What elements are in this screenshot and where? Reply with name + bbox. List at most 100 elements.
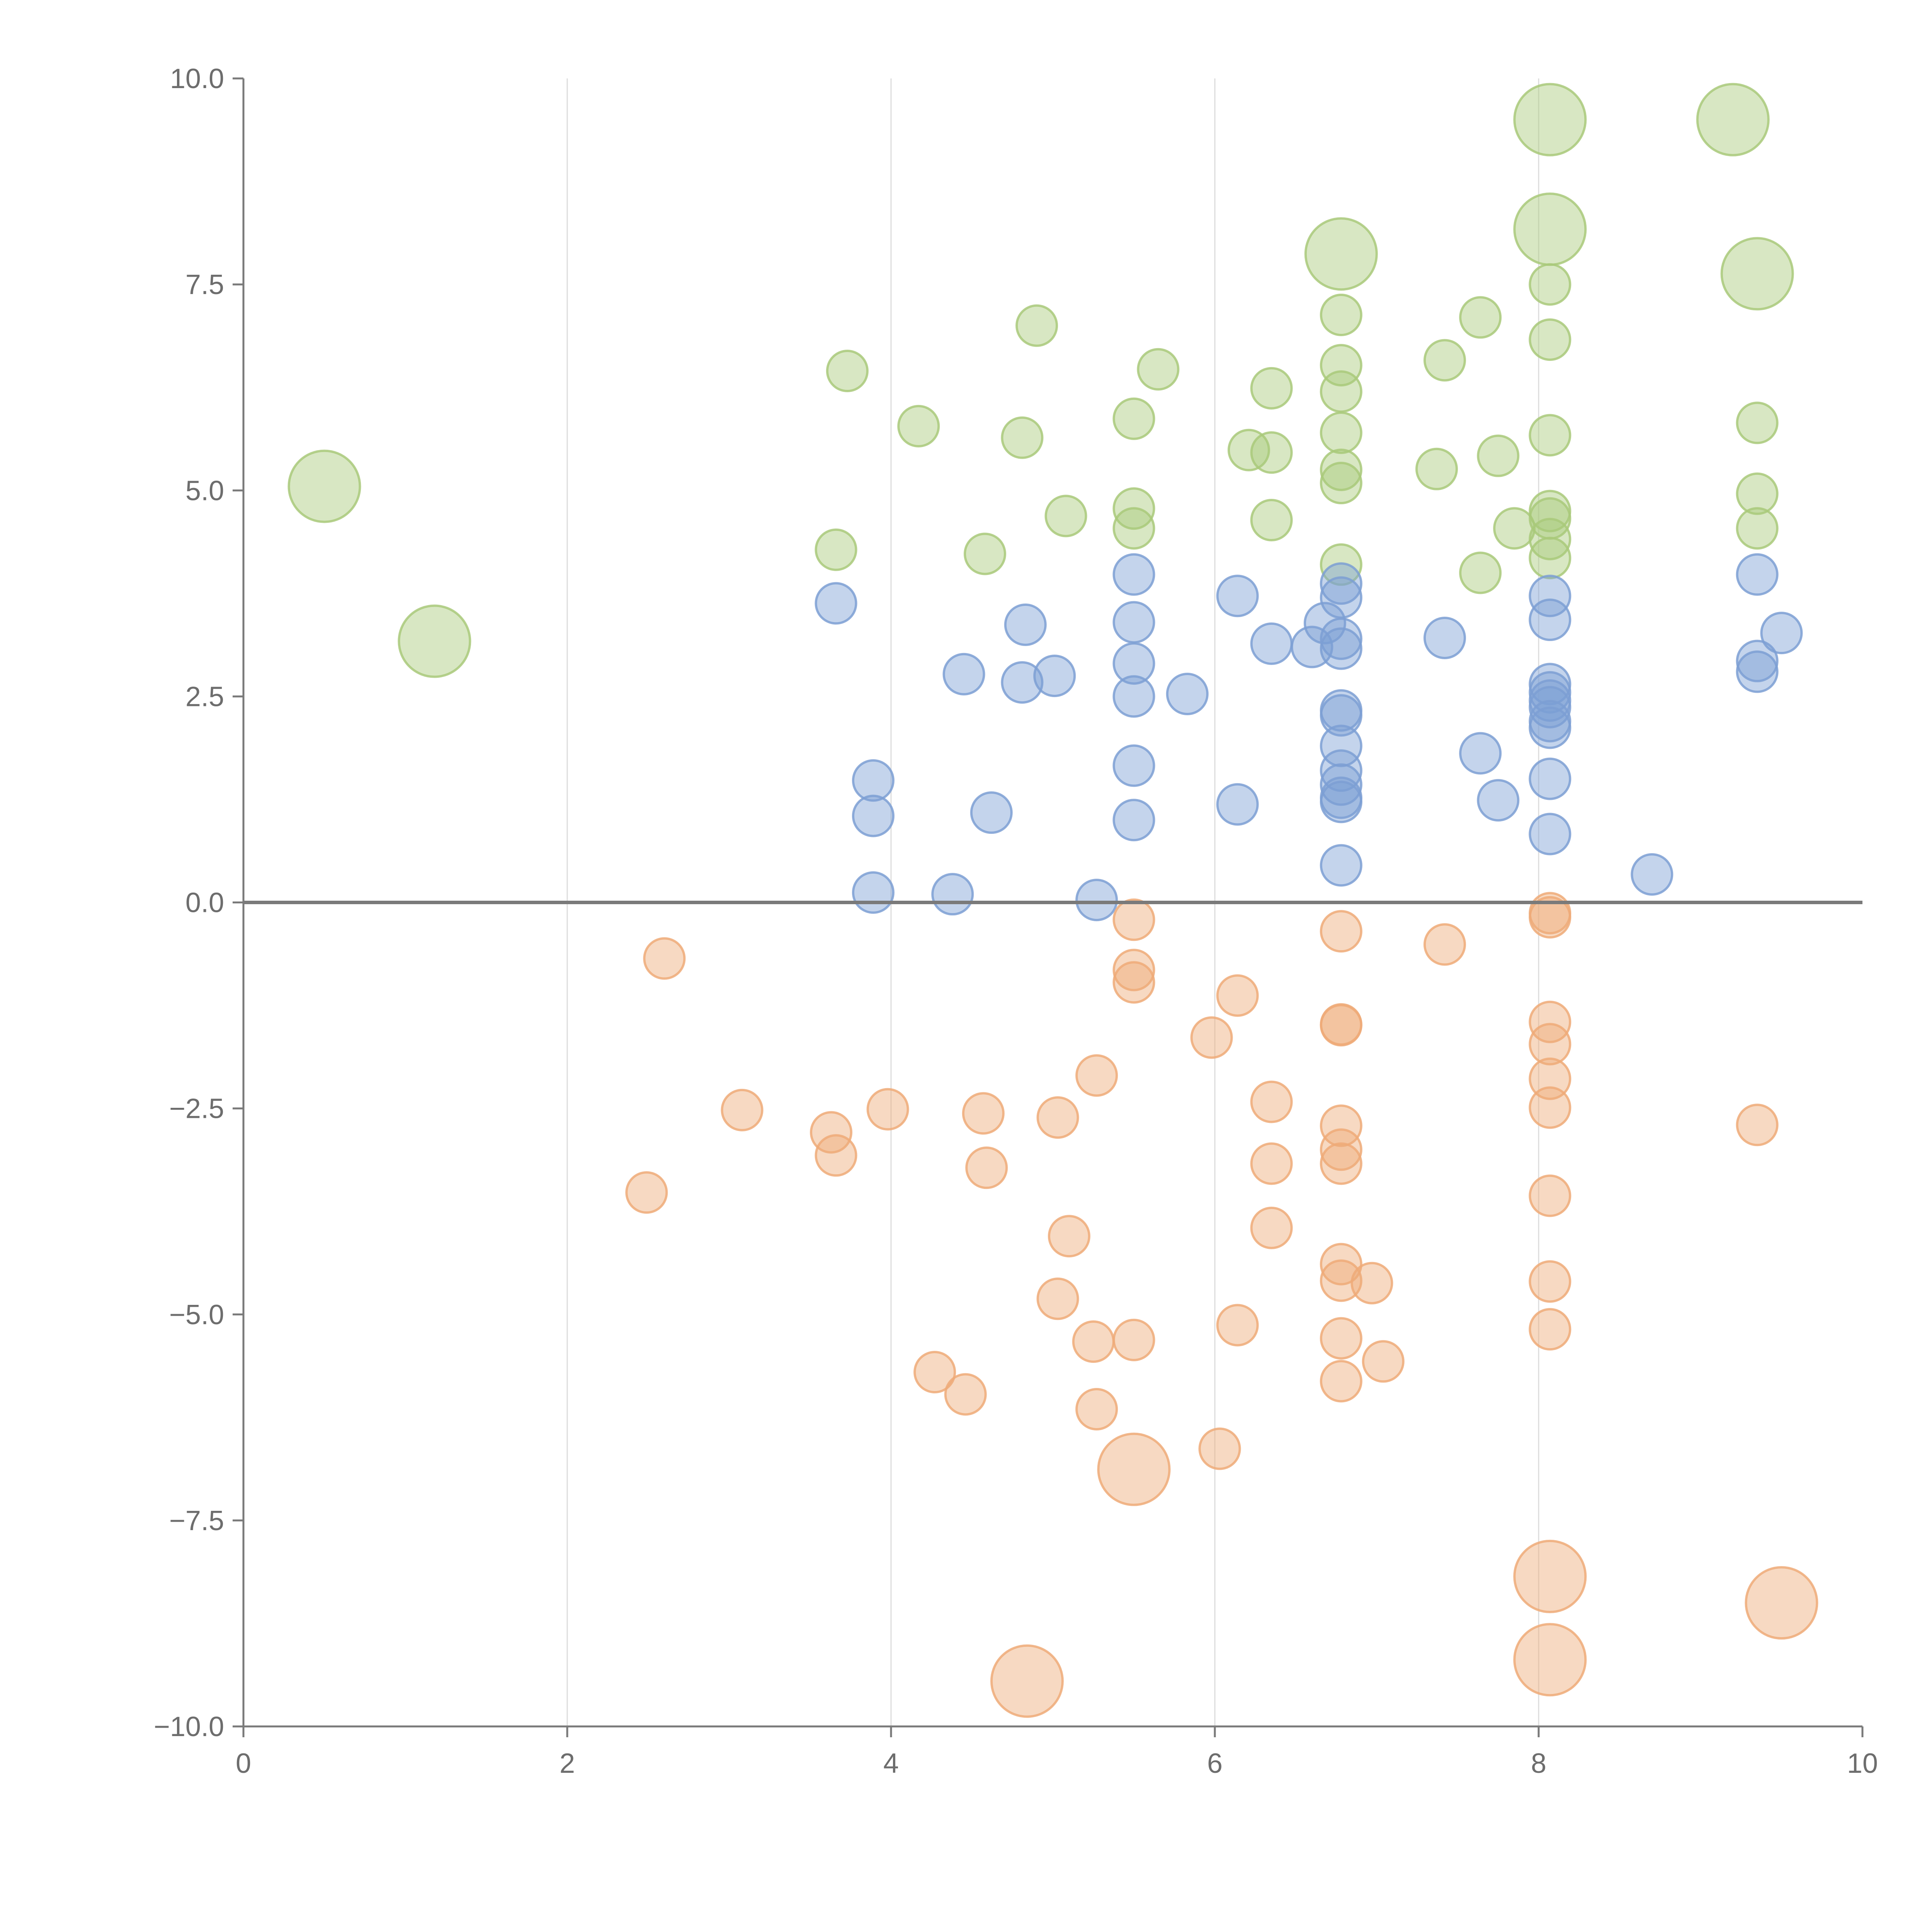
point-green bbox=[1720, 237, 1794, 311]
point-blue bbox=[1166, 672, 1209, 715]
point-green bbox=[1112, 507, 1155, 550]
point-green bbox=[1477, 434, 1520, 477]
point-blue bbox=[1112, 744, 1155, 787]
point-green bbox=[1493, 507, 1536, 550]
point-blue bbox=[942, 653, 985, 696]
point-orange bbox=[1320, 1360, 1362, 1403]
point-blue bbox=[1760, 612, 1803, 655]
point-blue bbox=[1112, 601, 1155, 644]
point-orange bbox=[1250, 1206, 1293, 1249]
point-orange bbox=[1513, 1623, 1587, 1697]
point-green bbox=[1320, 462, 1362, 505]
series-blue bbox=[815, 553, 1803, 922]
point-green bbox=[1137, 348, 1180, 391]
point-orange bbox=[1513, 1539, 1587, 1613]
point-orange bbox=[1112, 961, 1155, 1004]
point-orange bbox=[1048, 1215, 1090, 1258]
point-blue bbox=[1320, 724, 1362, 767]
point-orange bbox=[1529, 1023, 1571, 1066]
point-orange bbox=[1320, 1259, 1362, 1302]
point-orange bbox=[1036, 1096, 1079, 1139]
point-green bbox=[1529, 263, 1571, 306]
point-orange bbox=[962, 1092, 1005, 1135]
point-blue bbox=[1112, 799, 1155, 842]
y-tick-label: −2.5 bbox=[169, 1094, 224, 1124]
point-blue bbox=[1736, 639, 1779, 682]
point-green bbox=[815, 528, 857, 571]
point-green bbox=[1736, 401, 1779, 444]
point-blue bbox=[1529, 706, 1571, 749]
point-green bbox=[826, 350, 869, 393]
point-blue bbox=[1631, 853, 1673, 896]
y-tick-label: 2.5 bbox=[185, 681, 224, 712]
point-blue bbox=[1075, 879, 1118, 922]
point-green bbox=[1529, 537, 1571, 580]
series-green bbox=[287, 83, 1794, 678]
point-green bbox=[1015, 304, 1058, 347]
point-blue bbox=[1477, 779, 1520, 822]
point-green bbox=[1112, 397, 1155, 440]
point-green bbox=[1459, 551, 1502, 594]
point-orange bbox=[1736, 1104, 1779, 1146]
point-green bbox=[1320, 448, 1362, 491]
point-green bbox=[398, 604, 471, 678]
point-green bbox=[1250, 367, 1293, 410]
point-green bbox=[1529, 318, 1571, 361]
point-blue bbox=[1320, 562, 1362, 605]
point-orange bbox=[1423, 923, 1466, 966]
point-green bbox=[1320, 370, 1362, 413]
point-blue bbox=[1004, 603, 1047, 646]
point-orange bbox=[1362, 1340, 1405, 1383]
point-blue bbox=[1320, 627, 1362, 670]
point-orange bbox=[1250, 1080, 1293, 1123]
point-green bbox=[1513, 83, 1587, 156]
point-blue bbox=[1423, 616, 1466, 659]
point-blue bbox=[852, 794, 895, 837]
point-blue bbox=[931, 873, 974, 916]
point-blue bbox=[1529, 757, 1571, 800]
point-blue bbox=[1303, 602, 1346, 645]
point-blue bbox=[1320, 781, 1362, 823]
point-orange bbox=[1075, 1388, 1118, 1430]
tick-labels: 10.0 7.5 5.0 2.5 0.0 −2.5 −5.0 −7.5 −10.0 0 2 4 6 8 10 bbox=[154, 63, 1878, 1779]
point-blue bbox=[815, 582, 857, 625]
point-blue bbox=[1033, 655, 1076, 697]
y-tick-label: −7.5 bbox=[169, 1505, 224, 1536]
point-orange bbox=[990, 1644, 1064, 1718]
point-green bbox=[1736, 472, 1779, 515]
point-orange bbox=[1320, 1128, 1362, 1171]
point-orange bbox=[721, 1088, 764, 1131]
point-blue bbox=[1320, 844, 1362, 887]
point-orange bbox=[944, 1373, 987, 1416]
point-green bbox=[1304, 217, 1378, 291]
point-orange bbox=[815, 1134, 857, 1177]
point-orange bbox=[1112, 949, 1155, 992]
point-orange bbox=[1075, 1054, 1118, 1097]
point-blue bbox=[1459, 732, 1502, 775]
point-orange bbox=[1112, 898, 1155, 941]
point-blue bbox=[1320, 576, 1362, 619]
point-green bbox=[1423, 339, 1466, 382]
x-tick-label: 10 bbox=[1847, 1748, 1878, 1779]
point-orange bbox=[1529, 1308, 1571, 1351]
point-orange bbox=[1529, 1174, 1571, 1217]
point-orange bbox=[866, 1088, 909, 1131]
point-orange bbox=[965, 1146, 1008, 1189]
point-green bbox=[1415, 447, 1458, 490]
x-tick-label: 2 bbox=[560, 1748, 575, 1779]
x-tick-label: 6 bbox=[1207, 1748, 1223, 1779]
point-orange bbox=[1529, 1000, 1571, 1043]
point-blue bbox=[1320, 617, 1362, 660]
point-green bbox=[1250, 431, 1293, 474]
point-blue bbox=[1529, 575, 1571, 617]
point-green bbox=[1736, 507, 1779, 550]
y-tick-label: 0.0 bbox=[185, 888, 224, 918]
point-blue bbox=[1112, 553, 1155, 596]
point-orange bbox=[1112, 1318, 1155, 1361]
point-orange bbox=[625, 1171, 668, 1214]
point-blue bbox=[1112, 675, 1155, 718]
point-green bbox=[1513, 192, 1587, 266]
point-orange bbox=[1529, 896, 1571, 939]
point-orange bbox=[1216, 974, 1259, 1017]
